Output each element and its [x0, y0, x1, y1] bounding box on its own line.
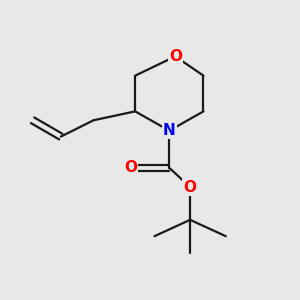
Text: O: O: [124, 160, 137, 175]
Text: O: O: [169, 49, 182, 64]
Text: O: O: [184, 180, 196, 195]
Text: N: N: [163, 123, 176, 138]
